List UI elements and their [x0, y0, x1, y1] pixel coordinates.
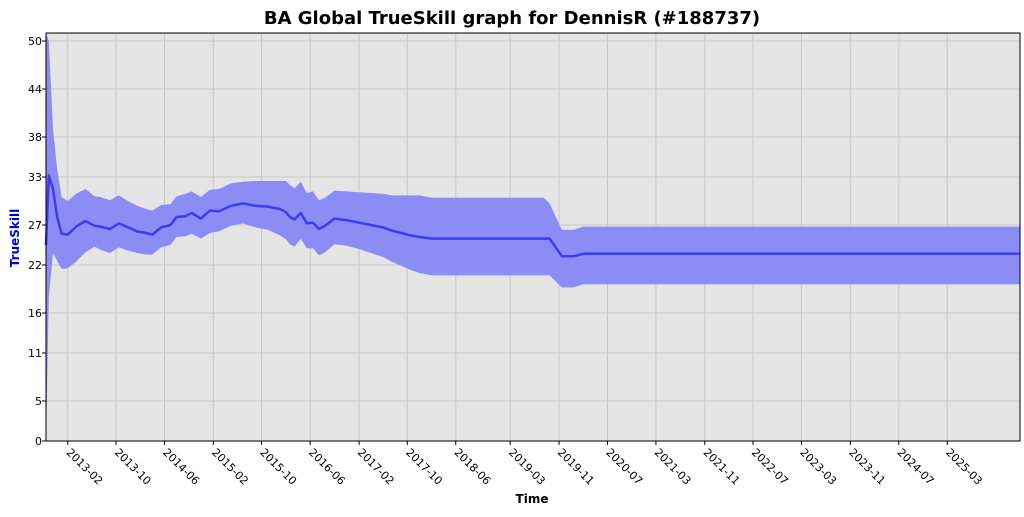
y-tick-label: 5	[35, 395, 42, 408]
y-tick-label: 44	[28, 83, 42, 96]
y-tick-label: 38	[28, 131, 42, 144]
y-tick-labels: 0 5 11 16 22 27 33 38 44 50	[28, 35, 42, 448]
y-tick-label: 50	[28, 35, 42, 48]
y-axis-label: TrueSkill	[8, 209, 22, 267]
axes	[42, 32, 1021, 445]
uncertainty-band	[46, 33, 1020, 441]
y-tick-label: 11	[28, 347, 42, 360]
y-tick-label: 16	[28, 307, 42, 320]
y-tick-label: 33	[28, 171, 42, 184]
y-tick-label: 0	[35, 435, 42, 448]
chart-title: BA Global TrueSkill graph for DennisR (#…	[264, 8, 760, 29]
uncertainty-band-layer	[46, 33, 1020, 441]
y-tick-label: 27	[28, 219, 42, 232]
x-axis-label: Time	[516, 492, 549, 506]
rating-line	[44, 174, 1020, 258]
rating-line-layer	[44, 174, 1020, 258]
y-tick-label: 22	[28, 259, 42, 272]
plot-border	[45, 32, 1021, 442]
